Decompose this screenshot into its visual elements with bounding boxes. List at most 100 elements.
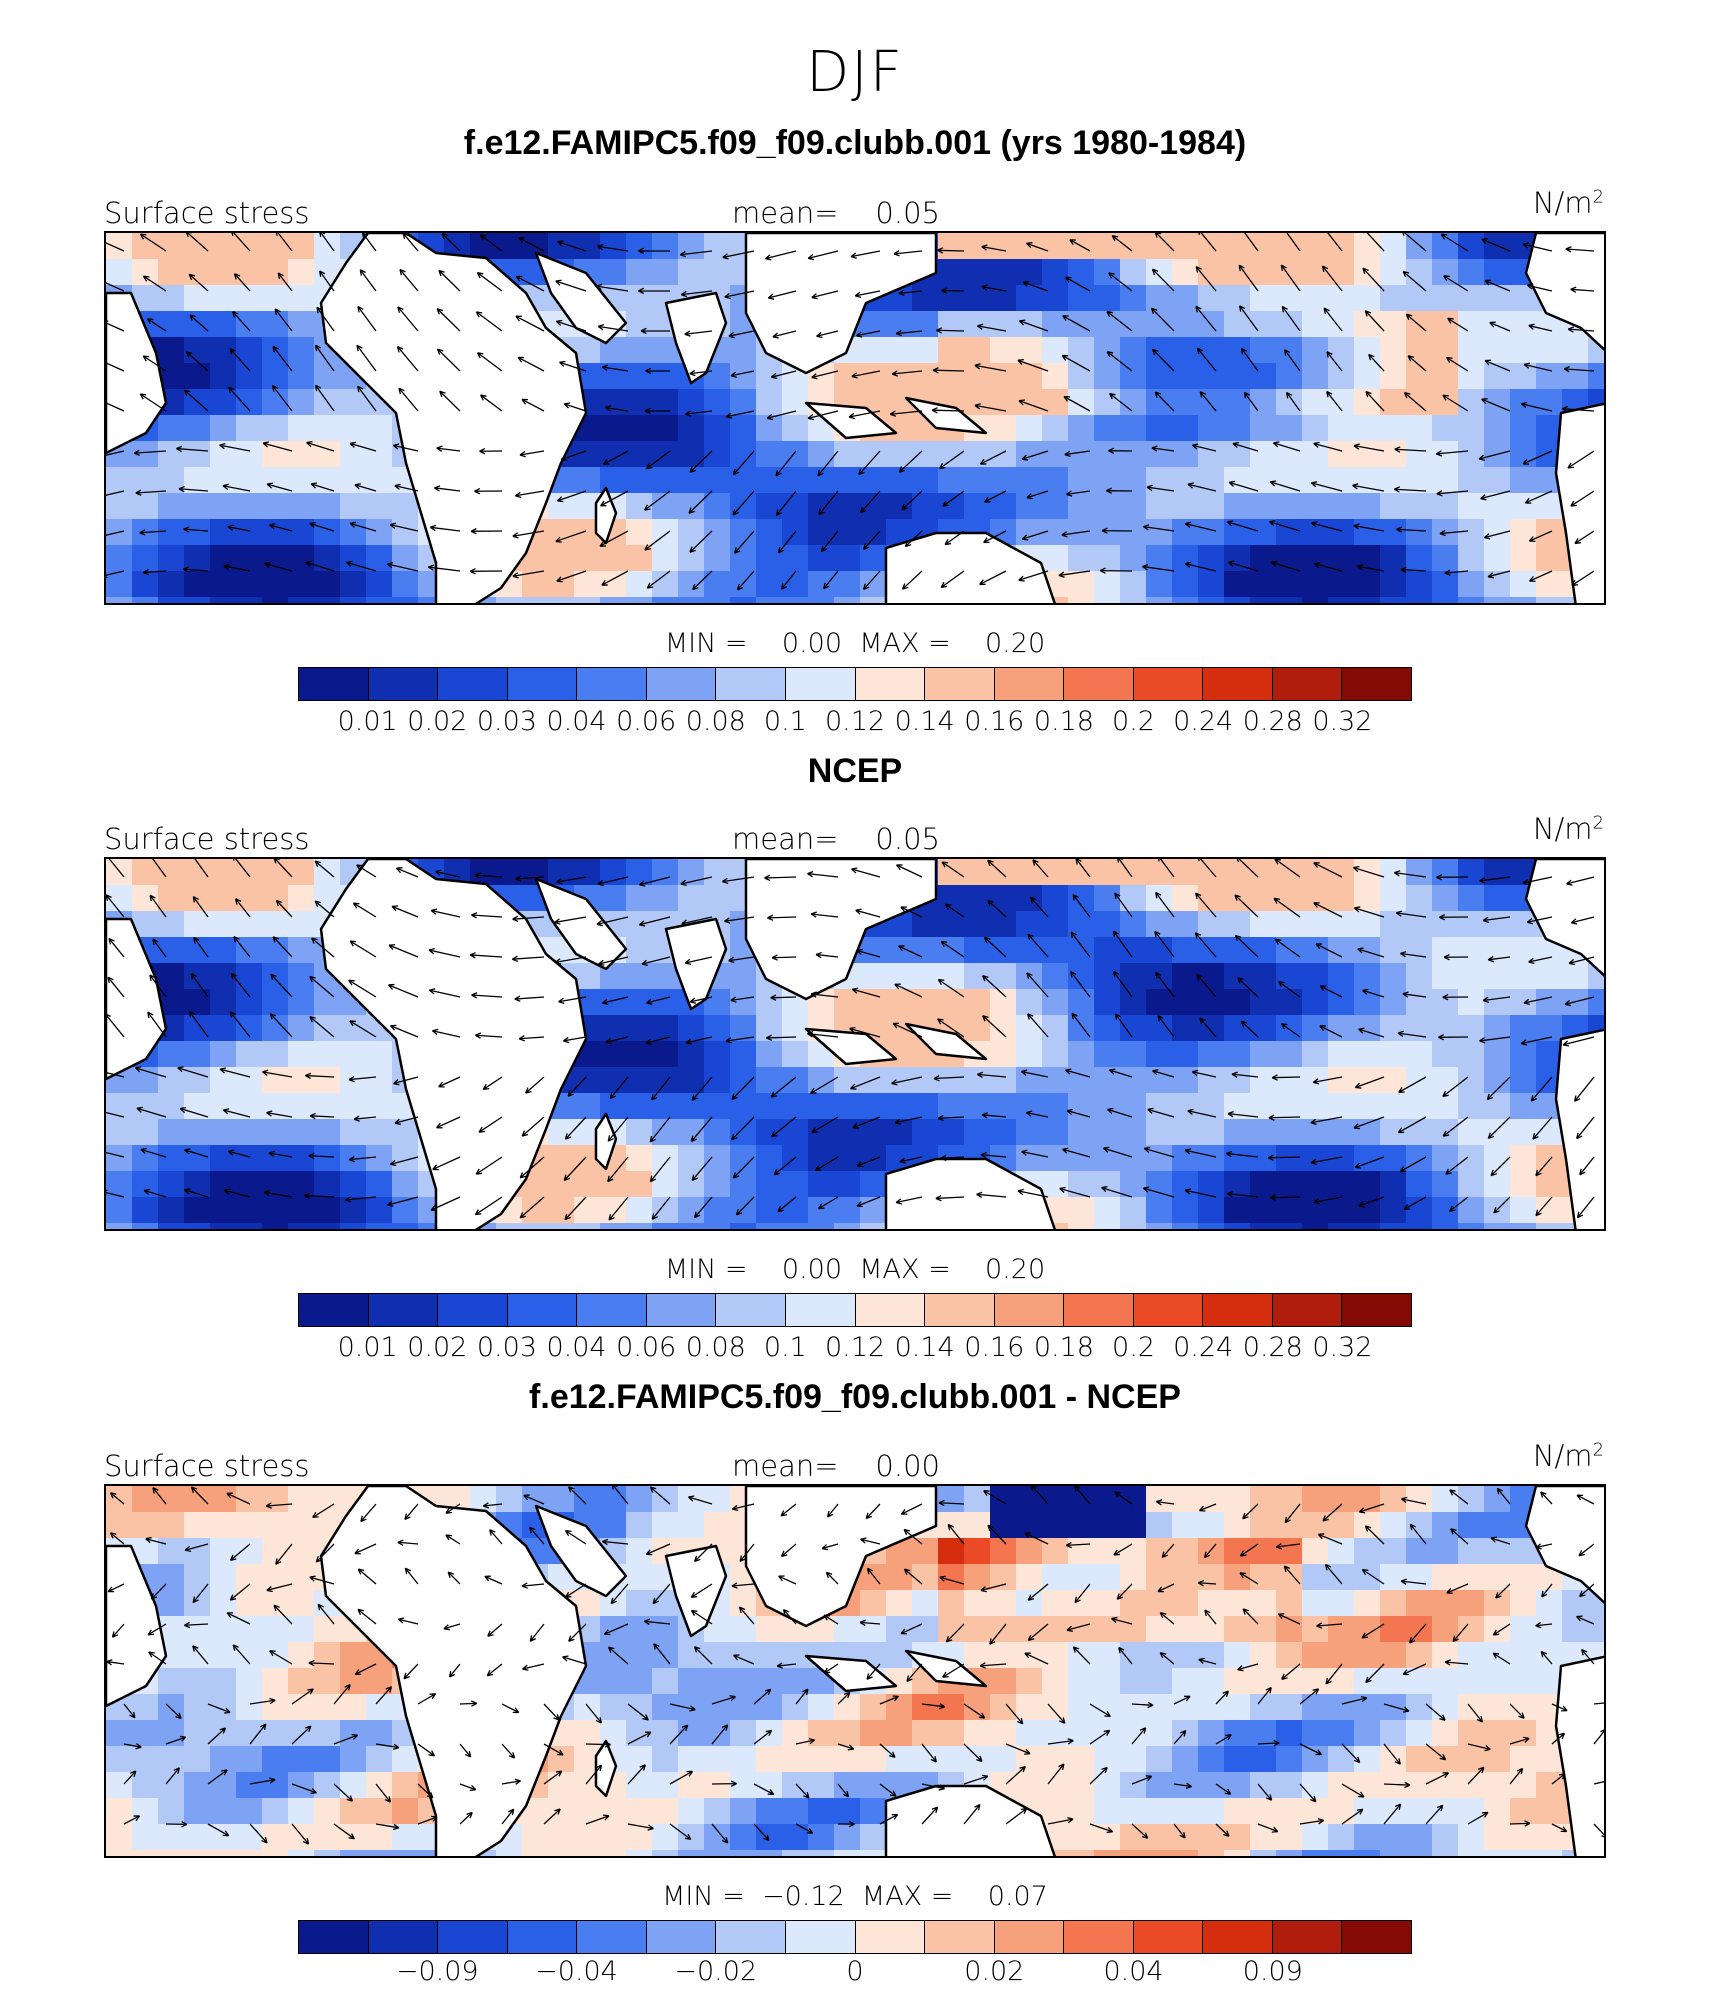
field-cell xyxy=(158,1223,185,1229)
field-cell xyxy=(1276,1171,1303,1198)
field-cell xyxy=(184,519,211,546)
field-cell xyxy=(184,1512,211,1539)
stress-vector xyxy=(1425,1772,1449,1785)
stress-vector xyxy=(848,410,881,420)
stress-vector xyxy=(771,1116,797,1138)
field-cell xyxy=(912,1694,939,1721)
stress-vector xyxy=(1526,283,1553,292)
field-cell xyxy=(1458,989,1485,1016)
field-cell xyxy=(1094,1746,1121,1773)
stress-vector xyxy=(111,1623,125,1638)
stress-vector xyxy=(778,1575,797,1585)
field-cell xyxy=(210,597,237,603)
field-cell xyxy=(236,1798,263,1825)
stress-vector xyxy=(430,1196,461,1212)
stress-vector xyxy=(1089,1703,1111,1718)
field-cell xyxy=(314,597,341,603)
stress-vector xyxy=(933,1075,965,1082)
field-cell xyxy=(886,1590,913,1617)
stress-vector xyxy=(1278,980,1301,998)
field-cell xyxy=(1016,259,1043,286)
field-cell xyxy=(808,597,835,603)
stress-vector xyxy=(1578,1543,1595,1557)
stress-vector xyxy=(1027,1013,1049,1038)
stress-vector xyxy=(1238,264,1259,292)
field-cell xyxy=(678,1824,705,1851)
field-cell xyxy=(1380,1590,1407,1617)
field-cell xyxy=(184,937,211,964)
field-cell xyxy=(730,1798,757,1825)
stress-vector xyxy=(563,1156,587,1182)
panel-3-units-label: N/m2 xyxy=(1532,1439,1604,1473)
colorbar-swatch xyxy=(577,668,647,700)
field-cell xyxy=(1094,1564,1121,1591)
field-cell xyxy=(1120,989,1147,1016)
colorbar-swatch xyxy=(1064,1921,1134,1953)
stress-vector xyxy=(1066,1108,1091,1118)
field-cell xyxy=(1068,1119,1095,1146)
stress-vector xyxy=(348,1155,377,1163)
field-cell xyxy=(1328,1171,1355,1198)
field-cell xyxy=(834,1093,861,1120)
field-cell xyxy=(210,415,237,442)
stress-vector xyxy=(1026,972,1049,998)
stress-vector xyxy=(1061,530,1091,538)
field-cell xyxy=(860,963,887,990)
stress-vector xyxy=(1236,859,1259,878)
stress-vector xyxy=(501,1743,516,1759)
field-cell xyxy=(704,1772,731,1799)
field-cell xyxy=(158,1824,185,1851)
field-cell xyxy=(1172,311,1199,338)
field-cell xyxy=(704,1223,731,1229)
colorbar-swatch xyxy=(1064,1294,1134,1326)
field-cell xyxy=(1224,1041,1251,1068)
stress-vector xyxy=(937,247,965,254)
stress-vector xyxy=(894,1116,923,1125)
stress-vector xyxy=(738,1606,755,1625)
field-cell xyxy=(1510,415,1537,442)
field-cell xyxy=(262,1850,289,1856)
stress-vector xyxy=(389,522,419,532)
field-cell xyxy=(938,1538,965,1565)
field-cell xyxy=(132,545,159,572)
stress-vector xyxy=(511,955,545,963)
field-cell xyxy=(210,389,237,416)
field-cell xyxy=(1562,989,1589,1016)
field-cell xyxy=(1250,911,1277,938)
field-cell xyxy=(1406,1668,1433,1695)
stress-vector xyxy=(1239,1543,1259,1557)
field-cell xyxy=(236,963,263,990)
field-cell xyxy=(1016,1668,1043,1695)
field-cell xyxy=(132,1223,159,1229)
stress-vector xyxy=(1593,1729,1604,1745)
field-cell xyxy=(262,885,289,912)
panel-3-variable-label: Surface stress xyxy=(104,1449,310,1483)
stress-vector xyxy=(1540,1491,1553,1505)
stress-vector xyxy=(1005,1766,1026,1785)
field-cell xyxy=(1068,1772,1095,1799)
stress-vector xyxy=(519,1196,545,1219)
field-cell xyxy=(522,1850,549,1856)
field-cell xyxy=(938,1590,965,1617)
field-cell xyxy=(1484,1694,1511,1721)
field-cell xyxy=(1458,1720,1485,1747)
field-cell xyxy=(626,1171,653,1198)
stress-vector xyxy=(482,1076,503,1091)
field-cell xyxy=(912,285,939,312)
stress-vector xyxy=(1089,1729,1111,1745)
field-cell xyxy=(626,233,653,260)
field-cell xyxy=(1354,1798,1381,1825)
field-cell xyxy=(1406,1746,1433,1773)
stress-vector xyxy=(1357,947,1385,958)
stress-vector xyxy=(512,915,545,923)
stress-vector xyxy=(900,1623,923,1635)
stress-vector xyxy=(963,1803,981,1825)
stress-vector xyxy=(1593,1823,1604,1838)
field-cell xyxy=(1328,415,1355,442)
field-cell xyxy=(210,519,237,546)
stress-vector xyxy=(434,485,461,492)
field-cell xyxy=(912,1590,939,1617)
field-cell xyxy=(600,1798,627,1825)
stress-vector xyxy=(1341,1808,1364,1825)
field-cell xyxy=(288,285,315,312)
